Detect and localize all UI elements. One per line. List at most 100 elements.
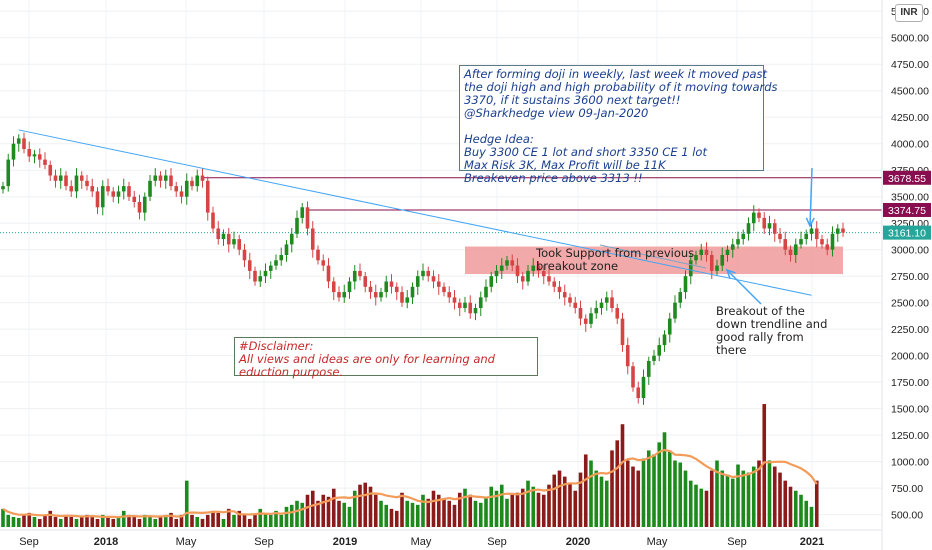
volume-bar bbox=[599, 476, 604, 527]
candle-body bbox=[720, 254, 725, 266]
volume-bar bbox=[657, 442, 662, 527]
candle-body bbox=[573, 302, 578, 308]
candle-body bbox=[53, 175, 58, 181]
candle-body bbox=[746, 223, 751, 234]
candle-body bbox=[11, 143, 16, 160]
volume-bar bbox=[421, 494, 425, 527]
candle-body bbox=[447, 292, 452, 298]
arrow-head bbox=[725, 268, 736, 279]
volume-bar bbox=[95, 518, 100, 527]
volume-bar bbox=[169, 512, 173, 527]
candlesticks bbox=[1, 132, 845, 405]
candle-body bbox=[37, 154, 42, 160]
candle-body bbox=[347, 281, 352, 293]
candle-body bbox=[79, 175, 84, 181]
volume-bar bbox=[720, 470, 725, 527]
candle-body bbox=[326, 265, 331, 282]
volume-bar bbox=[85, 514, 89, 527]
y-tick-label: 5000.00 bbox=[891, 33, 929, 45]
volume-bar bbox=[211, 510, 215, 527]
volume-bar bbox=[274, 510, 278, 527]
time-axis[interactable]: Sep 2018 May Sep 2019 May Sep 2020 May Sep 2021 bbox=[0, 529, 882, 548]
candle-body bbox=[90, 186, 95, 192]
volume-bar bbox=[379, 500, 383, 527]
x-tick-label: Sep bbox=[727, 536, 747, 548]
currency-badge[interactable]: INR bbox=[895, 4, 923, 22]
volume-bar bbox=[463, 488, 467, 527]
candle-body bbox=[200, 175, 205, 181]
price-axis[interactable]: 500.00 750.00 1000.00 1250.00 1500.00 1750.00… bbox=[881, 0, 931, 550]
candle-body bbox=[32, 154, 37, 157]
volume-bar bbox=[384, 504, 389, 527]
x-tick-label: May bbox=[176, 536, 197, 548]
candle-body bbox=[452, 297, 457, 303]
volume-bar bbox=[478, 502, 483, 527]
x-tick-label: May bbox=[647, 536, 668, 548]
volume-bar bbox=[127, 514, 131, 527]
volume-bar bbox=[573, 490, 578, 527]
candle-body bbox=[799, 239, 803, 245]
candle-body bbox=[520, 276, 525, 282]
candle-body bbox=[221, 233, 226, 240]
candle-body bbox=[625, 345, 630, 367]
candle-body bbox=[688, 260, 693, 277]
volume-bar bbox=[232, 514, 236, 527]
candle-body bbox=[615, 307, 620, 319]
disclaimer-box[interactable]: #Disclaimer: All views and ideas are onl… bbox=[234, 337, 538, 379]
candle-body bbox=[704, 249, 709, 255]
volume-bar bbox=[394, 510, 399, 527]
volume-bar bbox=[783, 480, 788, 527]
volume-bar bbox=[804, 500, 809, 527]
candle-body bbox=[762, 217, 767, 229]
volume-bar bbox=[468, 494, 473, 527]
volume-bar bbox=[111, 518, 116, 527]
candle-body bbox=[562, 292, 567, 298]
volume-bar bbox=[562, 476, 567, 527]
volume-bar bbox=[615, 440, 620, 527]
volume-bar bbox=[652, 454, 656, 527]
candle-body bbox=[300, 207, 305, 218]
candle-body bbox=[153, 175, 158, 181]
candle-body bbox=[352, 270, 357, 282]
y-tick-label: 4250.00 bbox=[891, 112, 929, 124]
volume-bar bbox=[279, 514, 284, 527]
volume-bar bbox=[326, 496, 331, 527]
volume-bar bbox=[190, 514, 194, 527]
breakout-arrow bbox=[725, 268, 762, 305]
volume-bar bbox=[358, 484, 362, 527]
volume-bar bbox=[58, 518, 63, 527]
candle-body bbox=[358, 270, 362, 277]
target-arrow bbox=[805, 167, 815, 228]
candle-body bbox=[295, 217, 299, 234]
volume-bar bbox=[667, 450, 672, 527]
candle-body bbox=[74, 175, 79, 192]
arrow-shaft bbox=[726, 269, 762, 305]
y-tick-label: 2750.00 bbox=[891, 271, 929, 283]
volume-bar bbox=[342, 502, 347, 527]
candle-body bbox=[316, 249, 320, 261]
candle-body bbox=[541, 270, 546, 277]
candle-body bbox=[373, 292, 378, 298]
candle-body bbox=[16, 138, 21, 144]
volume-bar bbox=[814, 480, 819, 527]
volume-bar bbox=[389, 508, 394, 527]
volume-bar bbox=[678, 462, 683, 527]
volume-bar bbox=[305, 494, 310, 527]
analysis-box[interactable]: After forming doji in weekly, last week … bbox=[459, 65, 778, 185]
volume-bar bbox=[709, 470, 714, 527]
candle-body bbox=[757, 212, 761, 218]
volume-bar bbox=[258, 508, 263, 527]
candle-body bbox=[158, 175, 163, 181]
volume-bar bbox=[568, 482, 572, 527]
disclaimer-title: #Disclaimer: bbox=[239, 339, 314, 353]
volume-bar bbox=[447, 500, 452, 527]
candle-body bbox=[536, 265, 541, 271]
volume-bar bbox=[610, 450, 614, 527]
candle-body bbox=[384, 281, 389, 293]
volume-bar bbox=[100, 514, 105, 527]
volume-bar bbox=[53, 516, 58, 527]
candle-body bbox=[289, 233, 294, 245]
candle-body bbox=[657, 345, 662, 356]
candle-body bbox=[111, 191, 116, 197]
